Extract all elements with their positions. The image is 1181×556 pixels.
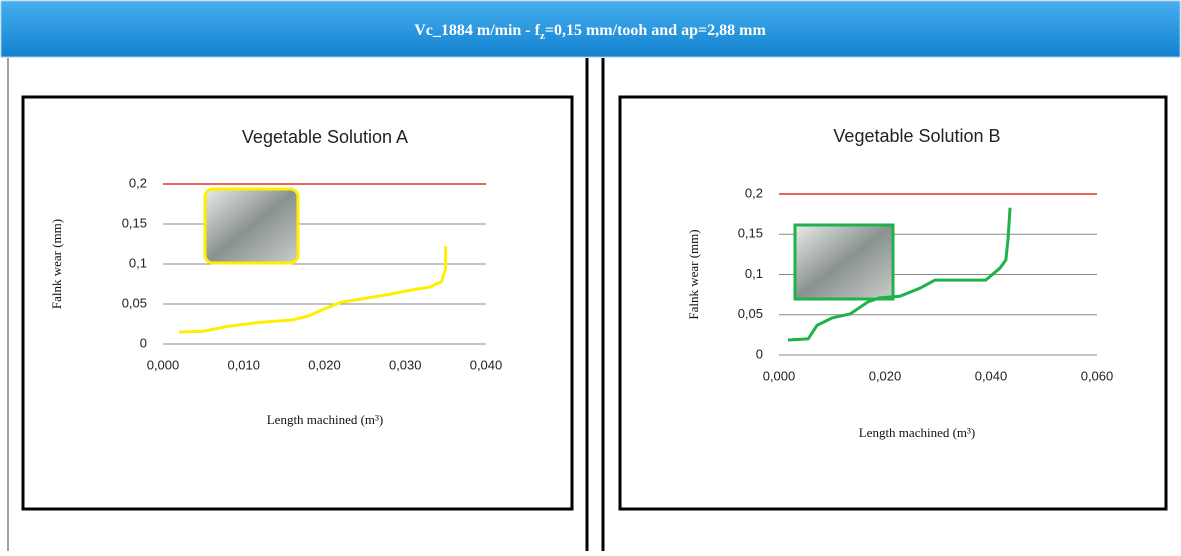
x-tick-label: 0,020: [308, 357, 341, 372]
figure: Vc_1884 m/min - fz=0,15 mm/tooh and ap=2…: [0, 0, 1181, 551]
chart-frame: [23, 97, 572, 509]
x-tick-label: 0,000: [147, 357, 180, 372]
x-tick-label: 0,030: [389, 357, 422, 372]
y-tick-label: 0: [756, 346, 763, 361]
y-tick-label: 0,05: [738, 306, 763, 321]
y-tick-label: 0,2: [745, 185, 763, 200]
header-title-main: Vc_1884 m/min - f: [414, 22, 540, 39]
x-axis-label: Length machined (m³): [267, 412, 384, 427]
y-tick-label: 0,05: [122, 295, 147, 310]
y-tick-label: 0,15: [738, 226, 763, 241]
chart-title: Vegetable Solution B: [833, 126, 1000, 146]
y-tick-label: 0,2: [129, 175, 147, 190]
header-title: Vc_1884 m/min - fz=0,15 mm/tooh and ap=2…: [414, 22, 766, 42]
x-tick-label: 0,020: [869, 368, 902, 383]
chart-title: Vegetable Solution A: [242, 127, 408, 147]
y-axis-label: Falnk wear (mm): [49, 219, 64, 309]
x-tick-label: 0,060: [1081, 368, 1114, 383]
tool-photo: [795, 225, 893, 299]
x-tick-label: 0,040: [470, 357, 503, 372]
x-tick-label: 0,010: [227, 357, 260, 372]
y-tick-label: 0,1: [745, 266, 763, 281]
y-tick-label: 0,15: [122, 215, 147, 230]
x-axis-label: Length machined (m³): [859, 425, 976, 440]
y-tick-label: 0,1: [129, 255, 147, 270]
chart-frame: [620, 97, 1166, 509]
tool-photo: [205, 189, 298, 263]
x-tick-label: 0,040: [975, 368, 1008, 383]
x-tick-label: 0,000: [763, 368, 796, 383]
y-axis-label: Falnk wear (mm): [686, 229, 701, 319]
header-title-rest: =0,15 mm/tooh and ap=2,88 mm: [545, 22, 767, 39]
y-tick-label: 0: [140, 335, 147, 350]
